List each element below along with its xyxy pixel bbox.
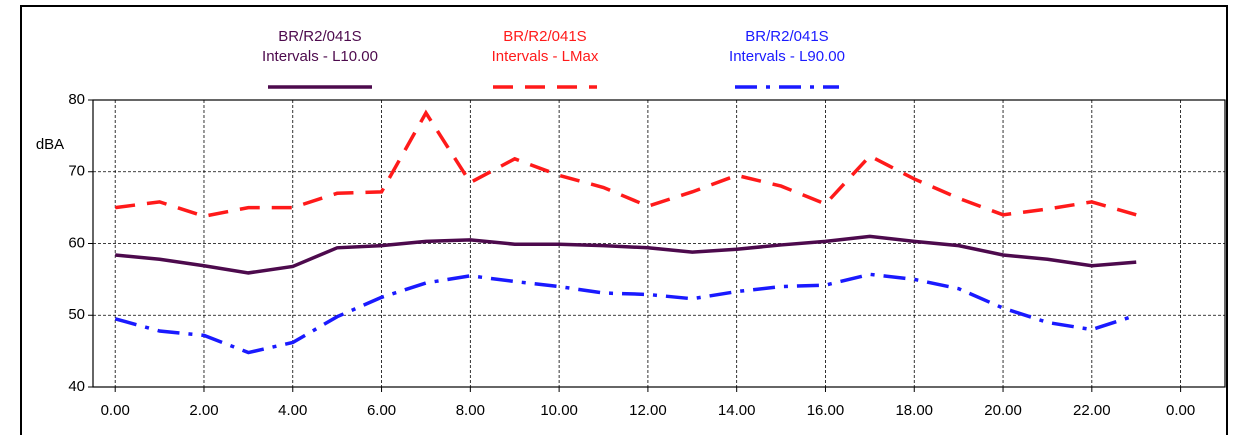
y-tick-label: 70 [68, 163, 85, 180]
y-axis-label: dBA [36, 136, 64, 153]
y-tick-label: 50 [68, 306, 85, 323]
outer-frame [20, 5, 1228, 435]
x-tick-label: 0.00 [101, 402, 130, 419]
x-tick-label: 4.00 [278, 402, 307, 419]
legend-label: BR/R2/041S Intervals - LMax [491, 28, 599, 65]
plot-area [92, 99, 1226, 388]
x-tick-label: 6.00 [367, 402, 396, 419]
series-line [114, 109, 1137, 219]
x-tick-label: 8.00 [456, 402, 485, 419]
y-tick-label: 40 [68, 378, 85, 395]
legend-label: BR/R2/041S Intervals - L90.00 [729, 28, 845, 65]
x-tick-label: 20.00 [984, 402, 1022, 419]
x-tick-label: 16.00 [807, 402, 845, 419]
x-tick-label: 22.00 [1073, 402, 1111, 419]
y-tick-label: 60 [68, 234, 85, 251]
x-tick-label: 2.00 [189, 402, 218, 419]
x-tick-label: 10.00 [540, 402, 578, 419]
series-line [114, 272, 1137, 355]
x-tick-label: 14.00 [718, 402, 756, 419]
y-tick-label: 80 [68, 91, 85, 108]
x-tick-label: 0.00 [1166, 402, 1195, 419]
x-tick-label: 12.00 [629, 402, 667, 419]
x-tick-label: 18.00 [895, 402, 933, 419]
series-line [115, 234, 1137, 275]
legend-label: BR/R2/041S Intervals - L10.00 [262, 28, 378, 65]
